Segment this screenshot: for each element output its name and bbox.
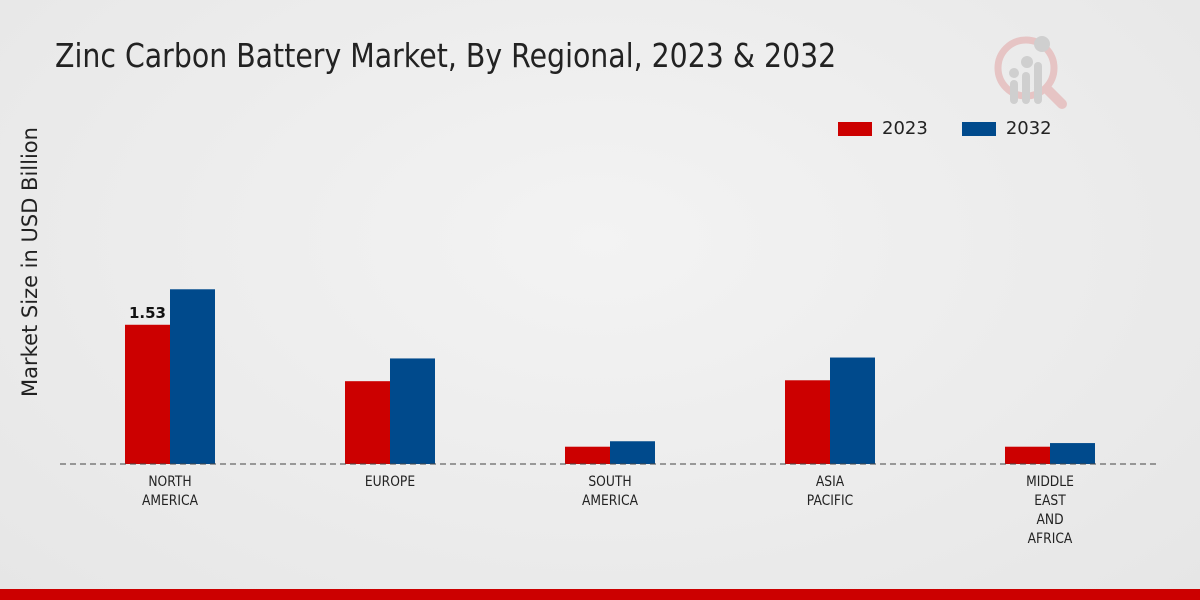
footer-bar bbox=[0, 589, 1200, 600]
bar-2032 bbox=[830, 357, 875, 464]
legend-item-2032[interactable]: 2032 bbox=[961, 118, 1052, 139]
x-tick-label: AMERICA bbox=[582, 493, 638, 509]
bar-2032 bbox=[610, 441, 655, 464]
x-tick-label: AND bbox=[1036, 512, 1063, 528]
legend-swatch-2032 bbox=[961, 121, 996, 136]
data-label: 1.53 bbox=[129, 304, 166, 322]
bar-2023 bbox=[785, 380, 830, 464]
watermark-logo-icon bbox=[994, 36, 1067, 109]
x-tick-label: EUROPE bbox=[365, 474, 415, 490]
bar-2023 bbox=[125, 324, 170, 464]
x-tick-label: AFRICA bbox=[1028, 531, 1073, 547]
x-tick-label: PACIFIC bbox=[807, 493, 853, 509]
x-tick-label: NORTH bbox=[148, 474, 191, 490]
x-tick-label: AMERICA bbox=[142, 493, 198, 509]
bar-2032 bbox=[1050, 443, 1095, 464]
bar-2023 bbox=[565, 446, 610, 464]
bar-2023 bbox=[345, 381, 390, 464]
bar-2023 bbox=[1005, 446, 1050, 464]
x-tick-label: SOUTH bbox=[588, 474, 631, 490]
x-tick-label: EAST bbox=[1034, 493, 1066, 509]
chart-title: Zinc Carbon Battery Market, By Regional,… bbox=[55, 36, 837, 75]
legend-label: 2032 bbox=[1005, 118, 1052, 139]
x-tick-label: MIDDLE bbox=[1026, 474, 1074, 490]
legend-swatch-2023 bbox=[838, 121, 872, 136]
x-tick-label: ASIA bbox=[816, 474, 844, 490]
legend-label: 2023 bbox=[882, 118, 928, 139]
legend-item-2023[interactable]: 2023 bbox=[838, 118, 928, 139]
bar-2032 bbox=[390, 358, 435, 464]
legend: 2023 2032 bbox=[838, 118, 1052, 139]
bar-2032 bbox=[170, 289, 215, 464]
